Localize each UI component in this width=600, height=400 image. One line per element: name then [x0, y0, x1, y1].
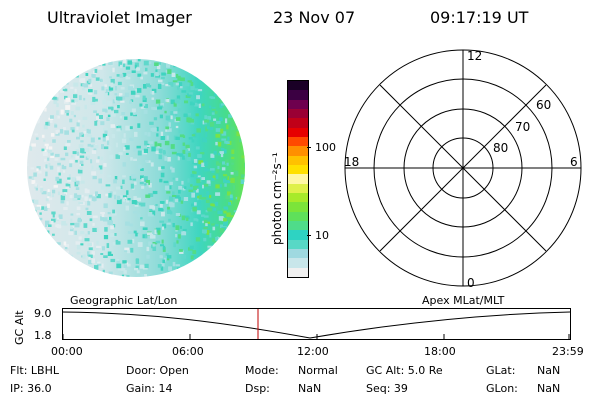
dsp-label: Dsp: — [245, 382, 270, 395]
door-info: Door: Open — [126, 364, 189, 377]
colorbar-step — [288, 220, 308, 231]
colorbar-step — [288, 192, 308, 203]
colorbar-step — [288, 258, 308, 268]
track-right-title: Apex MLat/MLT — [422, 294, 505, 307]
glat-value: NaN — [537, 364, 561, 377]
mlt-label-top: 12 — [467, 49, 482, 63]
colorbar-step — [288, 230, 308, 240]
track-axis-label: GC Alt — [13, 310, 26, 345]
time-tick-label: 06:00 — [172, 345, 204, 358]
gain-info: Gain: 14 — [126, 382, 173, 395]
time-tick-label: 23:59 — [552, 345, 584, 358]
image-pixels — [27, 59, 245, 277]
colorbar-step — [288, 90, 308, 100]
colorbar-tick — [307, 235, 311, 236]
colorbar-step — [288, 108, 308, 119]
colorbar-step — [288, 174, 308, 184]
seq-info: Seq: 39 — [366, 382, 408, 395]
instrument-title: Ultraviolet Imager — [47, 8, 192, 27]
dsp-value: NaN — [298, 382, 322, 395]
colorbar-step — [288, 118, 308, 128]
polar-grid: 12 18 6 0 60 70 80 — [344, 49, 582, 290]
ip-info: IP: 36.0 — [10, 382, 52, 395]
time-tick-label: 18:00 — [424, 345, 456, 358]
colorbar-tick — [307, 147, 311, 148]
track-y-label-top: 9.0 — [34, 307, 52, 320]
colorbar-step — [288, 211, 308, 221]
time-tick-label: 00:00 — [51, 345, 83, 358]
colorbar-tick-label: 100 — [315, 141, 336, 154]
mode-value: Normal — [298, 364, 338, 377]
colorbar-step — [288, 146, 308, 156]
colorbar-step — [288, 202, 308, 212]
colorbar-step — [288, 248, 308, 259]
mlt-label-bottom: 0 — [467, 276, 475, 290]
glon-label: GLon: — [486, 382, 518, 395]
lat-label: 70 — [515, 120, 530, 134]
mlt-label-left: 18 — [344, 155, 359, 169]
colorbar-step — [288, 239, 308, 249]
colorbar — [287, 80, 309, 278]
mlt-line-diagonal — [379, 84, 547, 252]
filter-info: Flt: LBHL — [10, 364, 59, 377]
lat-label: 60 — [536, 98, 551, 112]
auroral-image — [27, 59, 245, 277]
colorbar-step — [288, 136, 308, 147]
colorbar-step — [288, 267, 308, 277]
colorbar-step — [288, 155, 308, 165]
track-left-title: Geographic Lat/Lon — [70, 294, 178, 307]
mlt-label-right: 6 — [570, 155, 578, 169]
colorbar-tick-label: 10 — [315, 229, 329, 242]
colorbar-step — [288, 127, 308, 137]
colorbar-step — [288, 183, 308, 193]
glat-label: GLat: — [486, 364, 516, 377]
mode-label: Mode: — [245, 364, 279, 377]
colorbar-unit-label: photon cm⁻²s⁻¹ — [270, 152, 284, 245]
colorbar-step — [288, 81, 308, 91]
glon-value: NaN — [537, 382, 561, 395]
altitude-curve — [62, 311, 571, 339]
gc-alt-info: GC Alt: 5.0 Re — [366, 364, 443, 377]
lat-label: 80 — [493, 141, 508, 155]
time-tick-label: 12:00 — [297, 345, 329, 358]
time-label: 09:17:19 UT — [430, 8, 529, 27]
colorbar-step — [288, 99, 308, 109]
track-y-label-bottom: 1.8 — [34, 329, 52, 342]
date-label: 23 Nov 07 — [273, 8, 356, 27]
orbit-track-plot — [62, 308, 571, 340]
colorbar-step — [288, 164, 308, 175]
